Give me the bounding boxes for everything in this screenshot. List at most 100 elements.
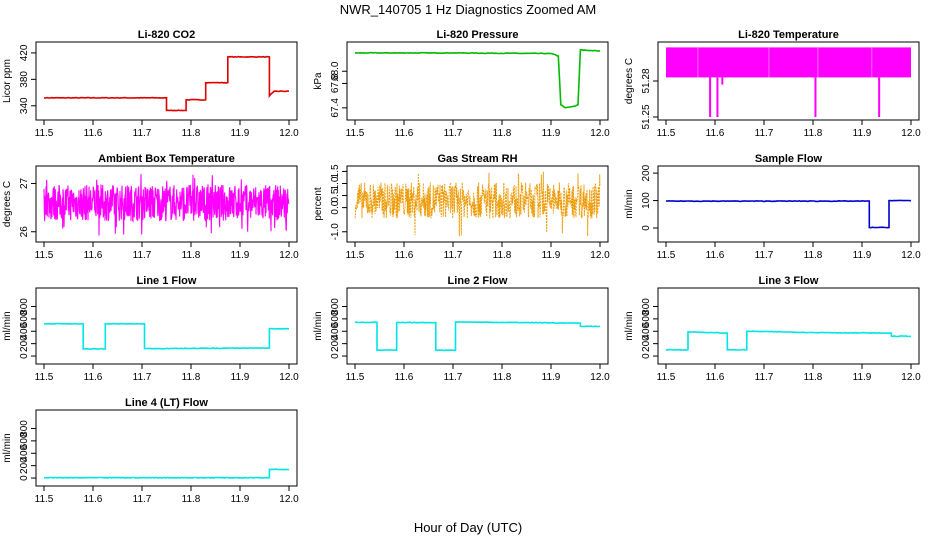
x-tick-label: 11.8	[182, 250, 201, 261]
x-tick-label: 11.5	[657, 250, 676, 261]
x-tick-label: 11.9	[853, 372, 872, 383]
x-tick-label: 11.7	[444, 250, 463, 261]
panel-title: Line 1 Flow	[137, 275, 197, 287]
plot-area	[43, 322, 290, 351]
x-tick-label: 11.7	[755, 372, 774, 383]
y-axis-label: ml/min	[624, 311, 635, 340]
x-tick-label: 12.0	[590, 250, 610, 261]
x-tick-label: 11.6	[706, 372, 725, 383]
y-tick-label: 380	[19, 71, 30, 88]
plot-area	[666, 47, 911, 117]
panel-0: Li-820 CO2 Licor ppm 11.5 11.6 11.7 11.8 11.9 1…	[2, 29, 299, 139]
panel-frame	[657, 287, 920, 365]
x-tick-label: 11.9	[542, 250, 561, 261]
y-tick-label: 800	[19, 420, 30, 437]
panel-frame	[35, 287, 298, 365]
x-tick-label: 11.6	[395, 128, 414, 139]
x-tick-label: 11.9	[231, 494, 250, 505]
plot-area	[354, 171, 601, 237]
x-tick-label: 11.7	[133, 128, 152, 139]
plot-area	[665, 330, 912, 351]
x-tick-label: 11.7	[133, 372, 152, 383]
panel-4: Gas Stream RH percent 11.5 11.6 11.7 11.8 11.9…	[313, 153, 610, 261]
series-noise-line	[43, 174, 290, 236]
y-tick-label: 0	[19, 353, 30, 359]
temperature-band	[666, 47, 911, 78]
x-tick-label: 11.6	[84, 372, 103, 383]
x-tick-label: 12.0	[279, 250, 299, 261]
x-tick-label: 11.9	[231, 372, 250, 383]
x-tick-label: 11.6	[706, 128, 725, 139]
plot-area	[43, 174, 290, 236]
y-tick-label: 800	[641, 298, 652, 315]
x-tick-label: 11.5	[657, 128, 676, 139]
x-tick-label: 11.8	[804, 128, 823, 139]
y-tick-label: 0.5	[330, 188, 341, 202]
y-tick-label: 200	[641, 164, 652, 181]
panel-frame	[35, 165, 298, 243]
panel-8: Line 3 Flow ml/min 11.5 11.6 11.7 11.8 11.9 12.…	[624, 275, 921, 383]
y-tick-label: 400	[19, 322, 30, 339]
x-tick-label: 11.8	[493, 128, 512, 139]
x-tick-label: 11.9	[853, 250, 872, 261]
x-tick-label: 11.7	[755, 250, 774, 261]
panel-title: Li-820 Pressure	[437, 29, 519, 41]
panel-frame	[346, 41, 609, 121]
panel-frame	[657, 165, 920, 243]
panel-title: Sample Flow	[755, 153, 823, 165]
series-line	[665, 330, 912, 351]
y-axis-label: ml/min	[2, 433, 13, 462]
y-tick-label: 100	[641, 192, 652, 209]
y-tick-label: 0.0	[330, 200, 341, 214]
panel-frame	[346, 165, 609, 243]
plot-area	[44, 468, 289, 479]
y-tick-label: 340	[19, 97, 30, 114]
y-tick-label: 600	[330, 310, 341, 327]
y-tick-label: 600	[641, 310, 652, 327]
x-tick-label: 11.8	[493, 372, 512, 383]
x-tick-label: 11.5	[35, 494, 54, 505]
y-tick-label: 0	[641, 353, 652, 359]
panel-6: Line 1 Flow ml/min 11.5 11.6 11.7 11.8 11.9 12.…	[2, 275, 299, 383]
series-line	[354, 320, 601, 352]
y-tick-label: 0	[641, 225, 652, 231]
y-axis-label: percent	[313, 187, 324, 221]
x-tick-label: 11.5	[35, 128, 54, 139]
x-tick-label: 11.5	[35, 372, 54, 383]
y-axis-label: degrees C	[624, 58, 635, 104]
y-axis-label: degrees C	[2, 181, 13, 227]
x-tick-label: 11.7	[133, 250, 152, 261]
x-tick-label: 12.0	[590, 372, 610, 383]
panel-5: Sample Flow ml/min 11.5 11.6 11.7 11.8 11.9 12.…	[624, 153, 921, 261]
series-noise-line	[354, 171, 601, 237]
x-tick-label: 11.9	[853, 128, 872, 139]
y-tick-label: 67.8	[330, 73, 341, 93]
y-tick-label: 200	[330, 335, 341, 352]
x-tick-label: 12.0	[590, 128, 610, 139]
y-tick-label: 800	[19, 298, 30, 315]
panel-grid: Li-820 CO2 Licor ppm 11.5 11.6 11.7 11.8 11.9 1…	[2, 29, 921, 505]
y-axis-label: ml/min	[624, 189, 635, 218]
x-tick-label: 11.5	[346, 250, 365, 261]
panel-frame	[35, 41, 298, 121]
panel-title: Gas Stream RH	[437, 153, 517, 165]
panel-title: Line 3 Flow	[759, 275, 819, 287]
x-tick-label: 11.5	[35, 250, 54, 261]
y-tick-label: 420	[19, 44, 30, 61]
y-tick-label: 600	[19, 432, 30, 449]
y-tick-label: 200	[19, 335, 30, 352]
x-tick-label: 11.6	[84, 128, 103, 139]
x-tick-label: 11.8	[804, 250, 823, 261]
x-tick-label: 11.7	[133, 494, 152, 505]
figure-title: NWR_140705 1 Hz Diagnostics Zoomed AM	[340, 2, 597, 17]
y-tick-label: 26	[19, 226, 30, 238]
x-tick-label: 11.8	[182, 372, 201, 383]
panel-1: Li-820 Pressure kPa 11.5 11.6 11.7 11.8 11.9 12…	[313, 29, 610, 139]
y-tick-label: 0	[330, 353, 341, 359]
x-tick-label: 11.8	[804, 372, 823, 383]
plot-area	[354, 320, 601, 352]
plot-area	[665, 199, 912, 229]
panel-3: Ambient Box Temperature degrees C 11.5 11.6…	[2, 153, 299, 261]
x-tick-label: 11.7	[444, 128, 463, 139]
y-tick-label: 400	[330, 322, 341, 339]
